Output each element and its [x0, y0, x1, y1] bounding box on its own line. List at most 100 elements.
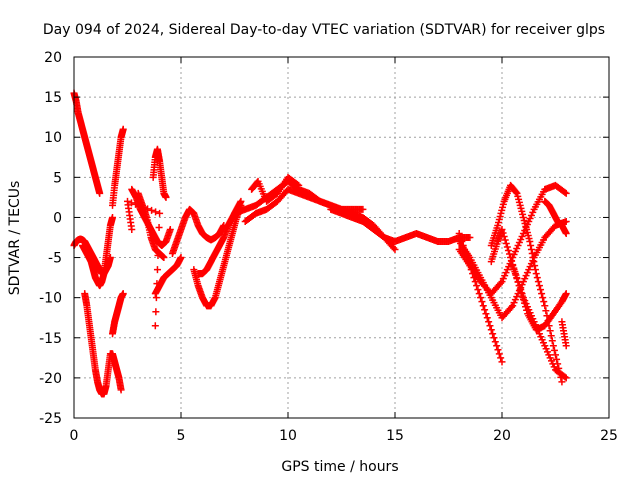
y-tick-label: -15 — [39, 331, 62, 347]
data-point-interp — [530, 258, 538, 266]
data-point-interp — [561, 188, 569, 196]
data-point — [541, 302, 549, 310]
y-axis-label: SDTVAR / TECUs — [7, 181, 23, 296]
data-point — [177, 254, 185, 262]
data-point-interp — [533, 274, 541, 282]
data-point-interp — [144, 205, 152, 213]
data-point-interp — [542, 307, 550, 315]
data-point-interp — [155, 238, 163, 246]
data-point-interp — [537, 286, 545, 294]
grid-layer — [74, 57, 609, 418]
y-tick-label: -20 — [39, 371, 62, 387]
data-point-interp — [155, 223, 163, 231]
data-point-interp — [478, 298, 486, 306]
data-point-interp — [553, 355, 561, 363]
data-point — [562, 342, 570, 350]
data-point-interp — [527, 242, 535, 250]
data-point-interp — [505, 250, 513, 258]
series-arc-25 — [558, 318, 570, 350]
data-point — [549, 342, 557, 350]
data-point — [359, 205, 367, 213]
data-point-interp — [153, 280, 161, 288]
data-point-interp — [527, 246, 535, 254]
chart-title: Day 094 of 2024, Sidereal Day-to-day VTE… — [43, 22, 605, 38]
data-point-interp — [152, 208, 160, 216]
data-point-interp — [535, 282, 543, 290]
x-tick-label: 5 — [177, 428, 186, 444]
data-point-interp — [152, 294, 160, 302]
data-point-interp — [140, 203, 148, 211]
data-point-interp — [515, 282, 523, 290]
y-tick-label: -5 — [48, 251, 62, 267]
data-point-interp — [508, 257, 516, 265]
data-point-interp — [132, 200, 140, 208]
data-point — [455, 229, 463, 237]
data-point — [162, 193, 170, 201]
x-tick-label: 10 — [279, 428, 297, 444]
data-point-interp — [474, 286, 482, 294]
data-point-interp — [489, 330, 497, 338]
data-point-interp — [457, 234, 465, 241]
series-arc-9 — [149, 145, 170, 201]
data-point-interp — [136, 202, 144, 210]
series-arc-11 — [168, 205, 228, 258]
series-arc-1 — [70, 89, 104, 197]
data-point — [166, 225, 174, 233]
y-tick-label: 5 — [53, 170, 62, 186]
series-arc-5 — [109, 290, 127, 338]
data-point-interp — [493, 342, 501, 350]
data-point — [160, 254, 168, 262]
data-point-interp — [485, 318, 493, 326]
data-point-interp — [550, 346, 558, 354]
data-point — [562, 229, 570, 237]
data-point-interp — [500, 232, 508, 240]
x-axis-label: GPS time / hours — [281, 459, 398, 475]
series-arc-6 — [109, 125, 127, 209]
data-point — [117, 386, 125, 394]
data-point-interp — [548, 337, 556, 345]
data-point-interp — [504, 247, 512, 255]
data-point — [119, 290, 127, 298]
data-point-interp — [483, 314, 491, 322]
data-point — [391, 246, 399, 254]
data-point-interp — [511, 270, 519, 278]
data-point-interp — [153, 266, 161, 274]
data-point-interp — [390, 244, 398, 252]
data-point-interp — [486, 322, 494, 330]
data-point-interp — [499, 229, 507, 237]
y-tick-label: -25 — [39, 411, 62, 427]
data-point — [562, 217, 570, 225]
y-tick-label: 10 — [44, 130, 62, 146]
points-layer — [70, 89, 570, 398]
data-point — [507, 254, 515, 262]
x-tick-label: 20 — [493, 428, 511, 444]
y-tick-label: -10 — [39, 291, 62, 307]
data-point-interp — [148, 206, 156, 214]
data-point — [295, 181, 303, 189]
data-point — [477, 294, 485, 302]
data-point-interp — [529, 254, 537, 262]
data-point — [498, 225, 506, 233]
series-outliers — [124, 197, 164, 330]
data-point — [562, 290, 570, 298]
data-point-interp — [513, 274, 521, 282]
series-arc-23 — [509, 262, 570, 382]
data-point — [128, 225, 136, 233]
data-point-interp — [473, 282, 481, 290]
data-point-interp — [531, 266, 539, 274]
data-point-interp — [552, 351, 559, 359]
data-point-interp — [479, 302, 487, 310]
data-point-interp — [531, 262, 539, 270]
data-point-interp — [497, 279, 505, 287]
series-arc-16 — [248, 173, 303, 205]
x-tick-label: 25 — [600, 428, 618, 444]
data-point — [119, 125, 127, 133]
data-point-interp — [540, 298, 548, 306]
data-point — [466, 234, 474, 241]
y-tick-label: 20 — [44, 50, 62, 66]
data-point-interp — [494, 346, 502, 354]
data-point — [558, 378, 566, 386]
data-point-interp — [502, 240, 510, 248]
